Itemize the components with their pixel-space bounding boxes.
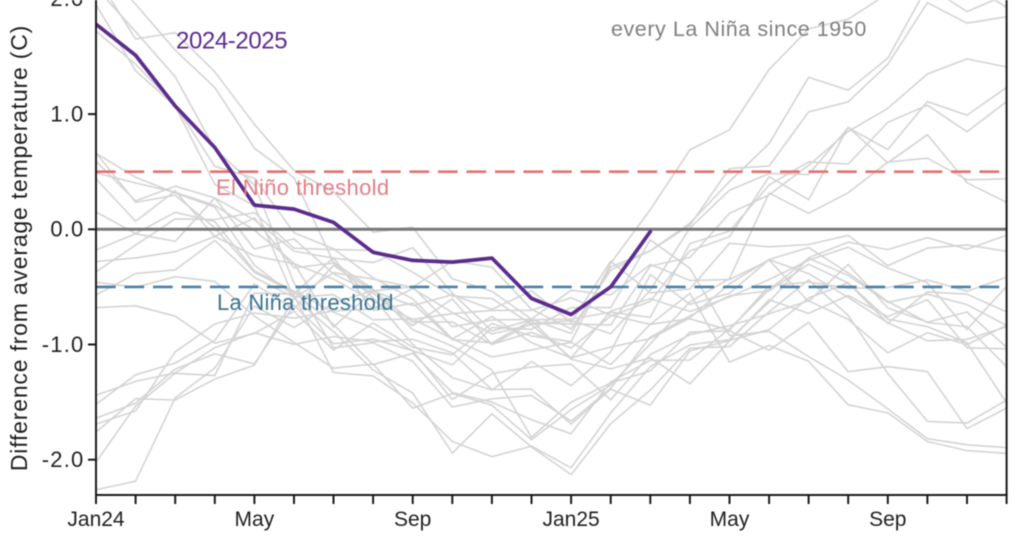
svg-text:-1.0: -1.0 [42, 332, 85, 357]
svg-text:2024-2025: 2024-2025 [176, 28, 287, 55]
svg-text:2.0: 2.0 [50, 0, 84, 11]
svg-text:May: May [710, 508, 750, 531]
svg-text:Sep: Sep [394, 508, 431, 531]
svg-text:Jan24: Jan24 [67, 508, 125, 531]
svg-text:0.0: 0.0 [50, 217, 84, 242]
svg-text:May: May [235, 508, 275, 531]
svg-text:every La Niña since 1950: every La Niña since 1950 [611, 17, 867, 41]
svg-text:La Niña threshold: La Niña threshold [217, 290, 394, 315]
svg-text:-2.0: -2.0 [42, 447, 85, 472]
svg-text:Jan25: Jan25 [542, 508, 599, 531]
svg-text:El Niño threshold: El Niño threshold [216, 175, 390, 200]
svg-text:Sep: Sep [869, 508, 906, 531]
svg-text:1.0: 1.0 [50, 101, 84, 126]
svg-text:Difference from average temper: Difference from average temperature (C) [6, 25, 32, 471]
